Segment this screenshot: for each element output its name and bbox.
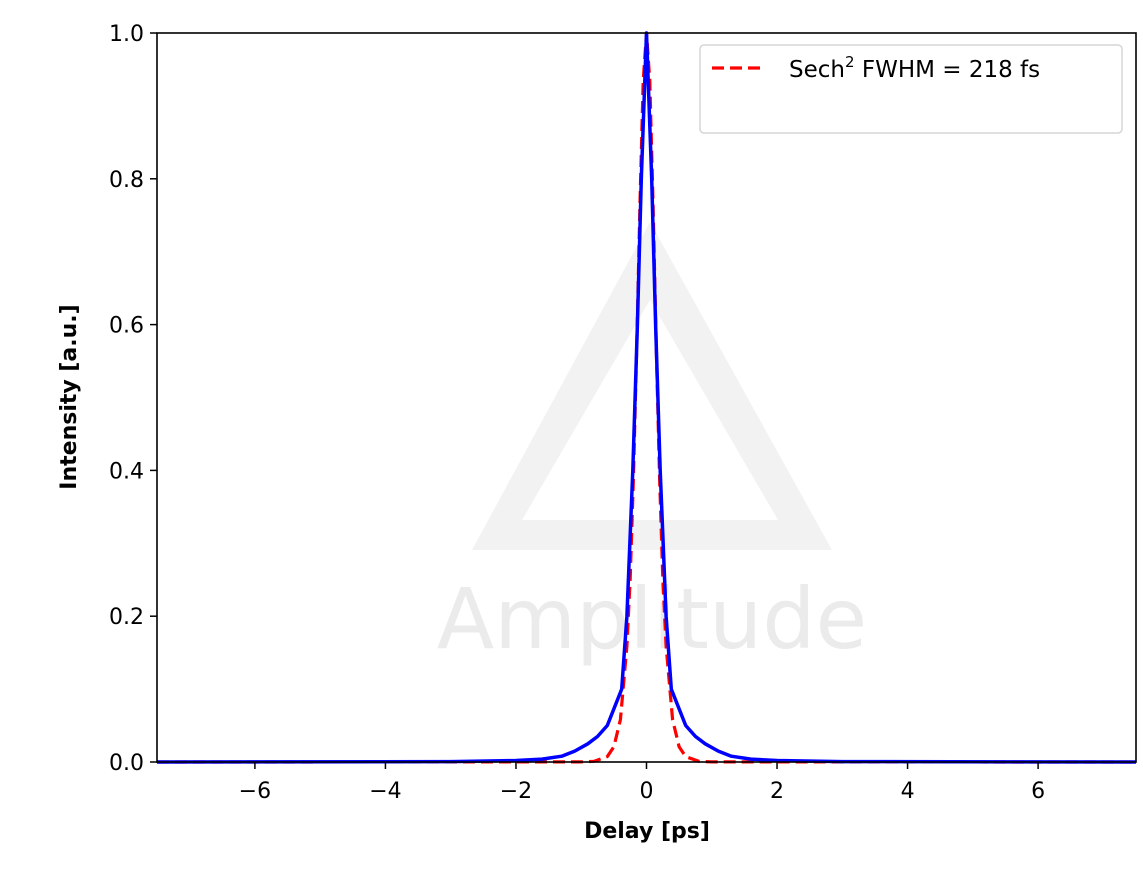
x-axis-label: Delay [ps] — [584, 819, 710, 844]
legend-label-sech2: Sech2 FWHM = 218 fs — [789, 53, 1040, 83]
x-tick-label: 6 — [1031, 779, 1045, 804]
legend: Sech2 FWHM = 218 fs — [699, 44, 1123, 134]
x-axis-ticks: −6 −4 −2 0 2 4 6 — [239, 762, 1045, 804]
watermark-text: Amplitude — [437, 570, 867, 668]
watermark-logo: Amplitude — [437, 222, 867, 668]
x-tick-label: −2 — [500, 779, 532, 804]
x-tick-label: 2 — [770, 779, 784, 804]
x-tick-label: 4 — [901, 779, 915, 804]
y-tick-label: 1.0 — [109, 22, 144, 47]
watermark-triangle — [472, 222, 832, 550]
y-tick-label: 0.4 — [109, 459, 144, 484]
x-tick-label: 0 — [640, 779, 654, 804]
y-tick-label: 0.0 — [109, 751, 144, 776]
y-tick-label: 0.2 — [109, 605, 144, 630]
legend-box — [699, 44, 1123, 134]
y-tick-label: 0.8 — [109, 168, 144, 193]
y-tick-label: 0.6 — [109, 314, 144, 339]
y-axis-ticks: 0.0 0.2 0.4 0.6 0.8 1.0 — [109, 22, 157, 776]
y-axis-label: Intensity [a.u.] — [57, 304, 82, 489]
x-tick-label: −4 — [369, 779, 401, 804]
x-tick-label: −6 — [239, 779, 271, 804]
